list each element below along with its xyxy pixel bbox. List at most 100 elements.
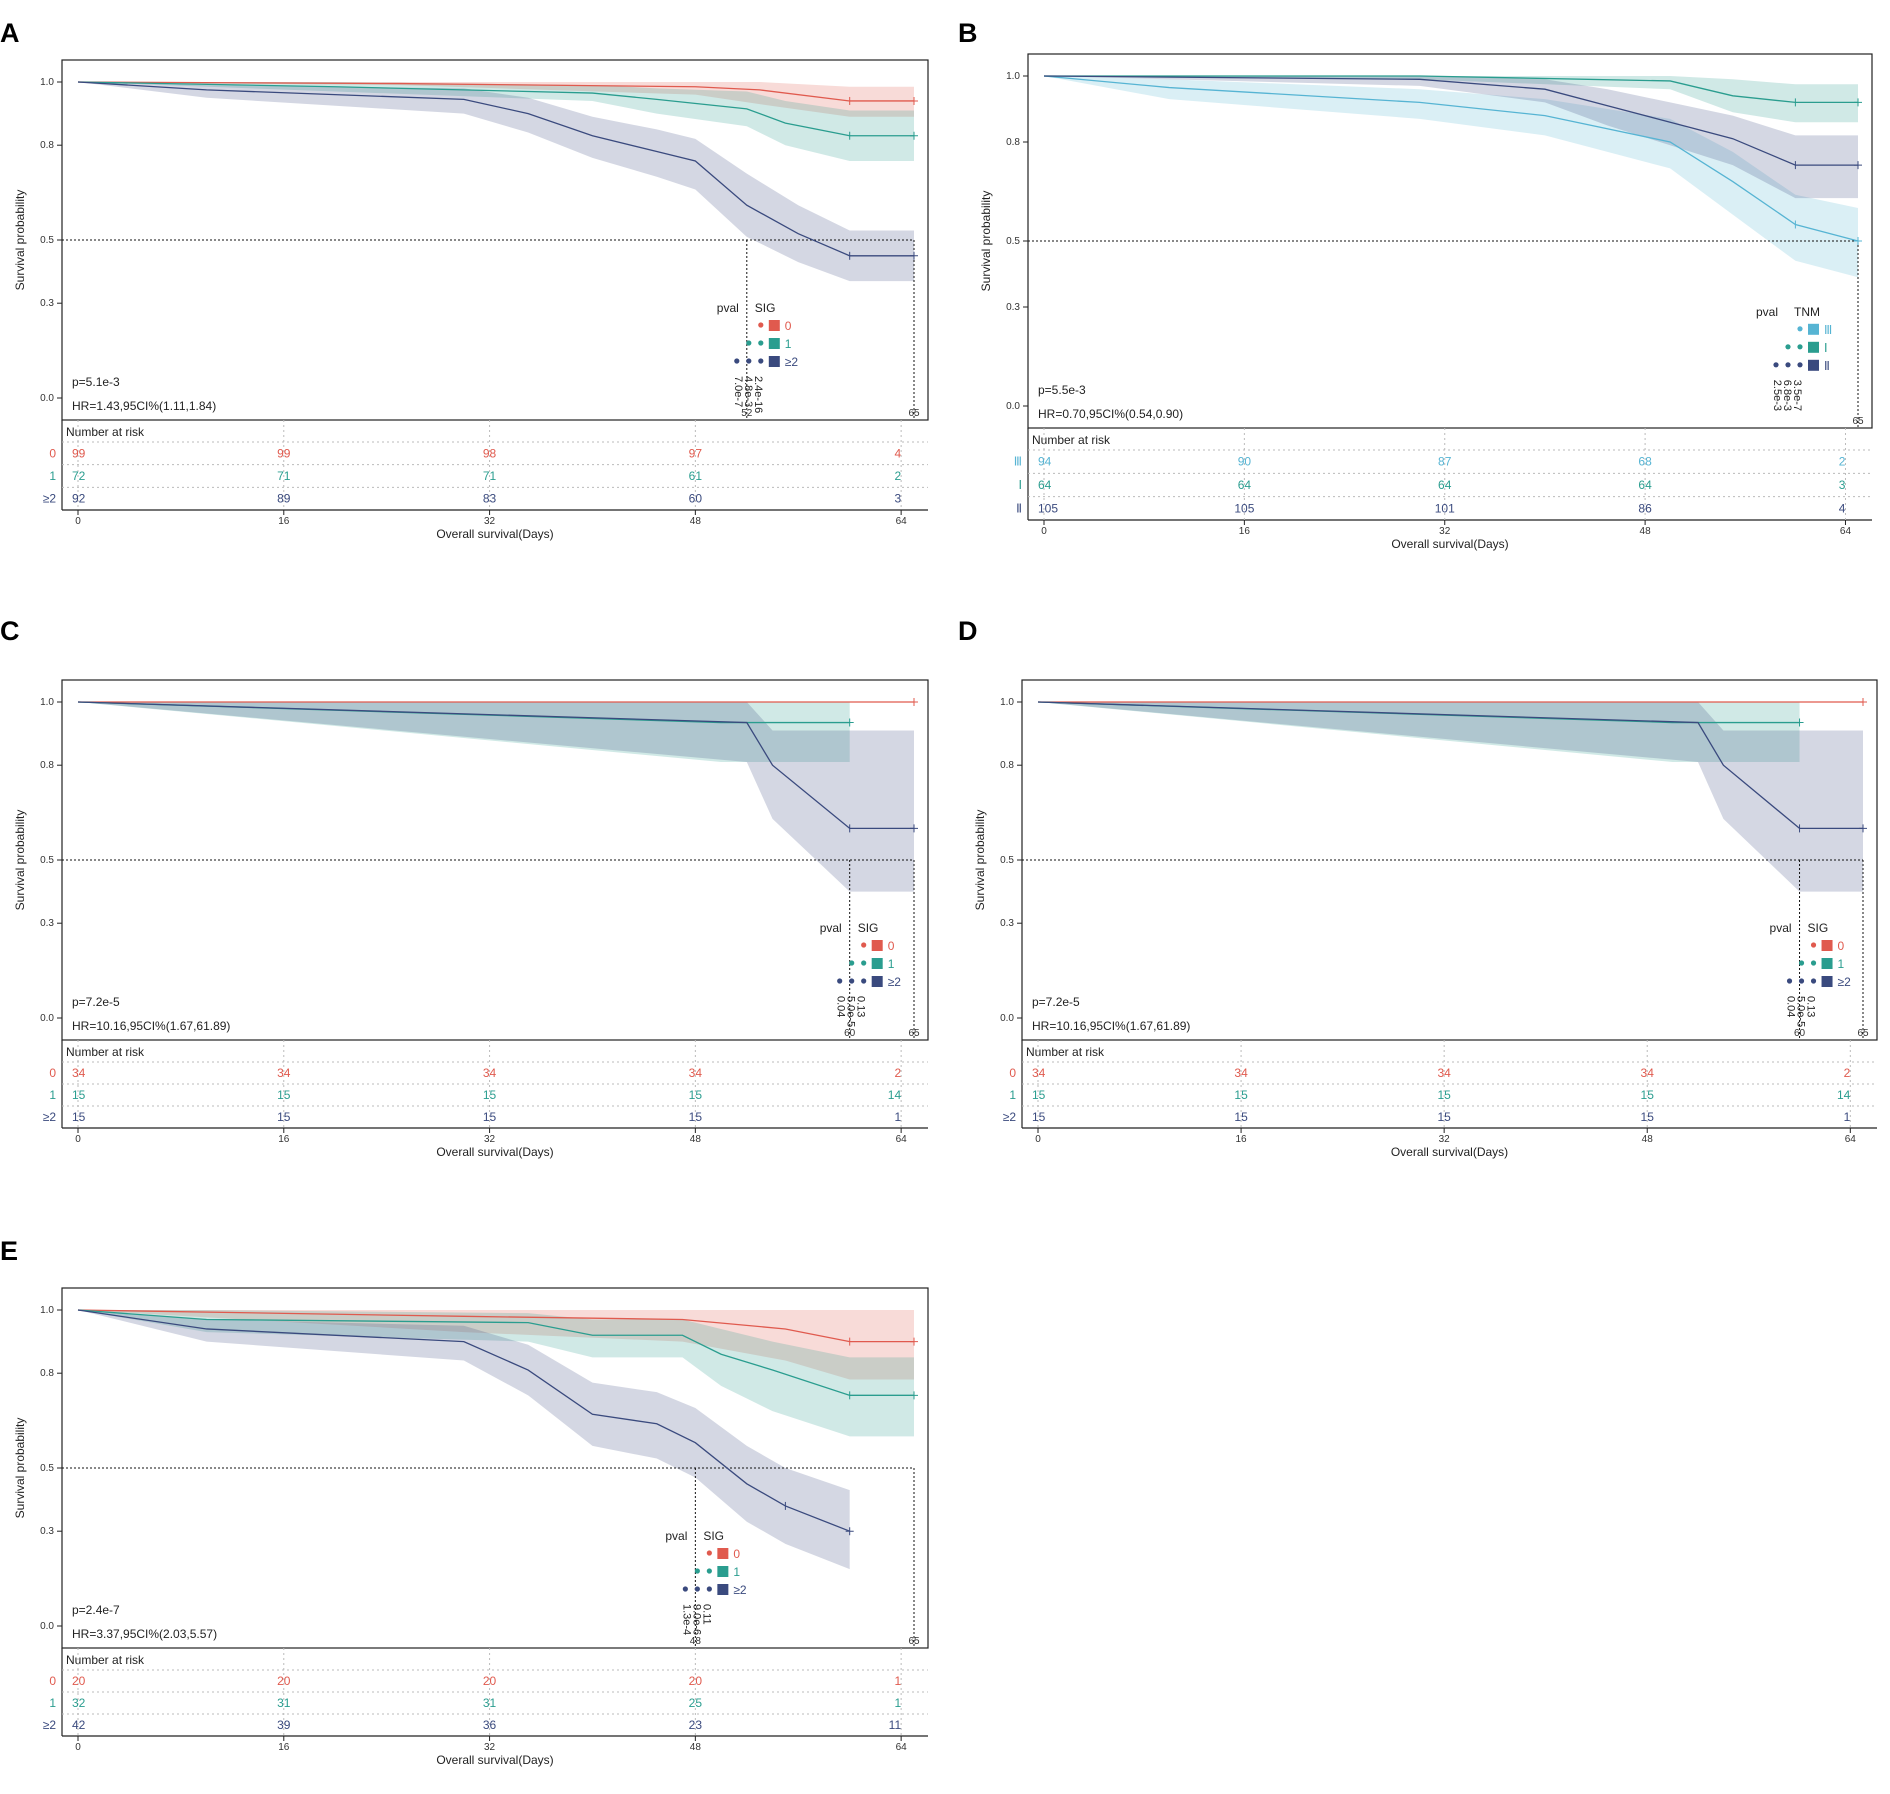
risk-value: 1 (894, 1110, 901, 1124)
pval-dot (706, 1568, 712, 1574)
risk-table: Number at risk 0 99 99 98 97 4 1 72 71 71 61 2 ≥2 92 89… (43, 420, 928, 527)
risk-value: 2 (1844, 1066, 1851, 1080)
risk-value: 34 (1641, 1066, 1655, 1080)
pval-dot (1798, 960, 1805, 966)
risk-value: 15 (689, 1088, 703, 1102)
y-tick-label: 1.0 (40, 697, 54, 708)
censor-mark (910, 251, 918, 260)
risk-value: 15 (1641, 1088, 1655, 1102)
y-tick-label: 0.8 (40, 760, 54, 771)
legend-label: 1 (1838, 957, 1845, 971)
risk-value: 89 (277, 492, 291, 506)
risk-value: 15 (689, 1110, 703, 1124)
survival-curve-0 (77, 81, 914, 102)
legend-label: 0 (785, 319, 792, 333)
x-tick-label: 0 (75, 516, 81, 527)
risk-value: 61 (689, 469, 703, 483)
risk-value: 2 (894, 1066, 901, 1080)
risk-value: 34 (1032, 1066, 1046, 1080)
risk-value: 23 (689, 1718, 703, 1732)
pval-dot (1810, 978, 1817, 984)
ci-band-≥2 (78, 702, 914, 892)
legend-swatch (871, 940, 883, 951)
pval-dot (861, 960, 867, 966)
risk-value: 14 (1837, 1088, 1851, 1102)
legend-swatch (717, 1584, 729, 1595)
legend-label: ≥2 (1838, 975, 1852, 989)
risk-value: 64 (1638, 478, 1652, 492)
legend-swatch (871, 976, 883, 987)
ci-band-Ⅱ (1044, 76, 1858, 199)
censor-mark (1859, 698, 1867, 706)
x-axis-label: Overall survival(Days) (436, 1145, 553, 1159)
censor-mark (910, 698, 918, 706)
risk-value: 32 (72, 1696, 86, 1710)
pval-dot (1798, 978, 1805, 984)
panel-E: E 1.0 0.8 0.5 0.3 0.0 Survival probability 48 65… (0, 1236, 929, 1767)
pval-dot (694, 1586, 700, 1592)
risk-row-label: 0 (49, 446, 56, 460)
p-value-text: p=7.2e-5 (72, 995, 120, 1009)
pairwise-pval: 4.8e-3 (742, 376, 754, 407)
y-tick-label: 0.5 (40, 855, 54, 866)
pairwise-pval: 3.5e-7 (1791, 380, 1803, 411)
pairwise-pval: 2.4e-16 (752, 376, 764, 413)
risk-value: 15 (1032, 1088, 1046, 1102)
risk-value: 15 (277, 1110, 291, 1124)
risk-value: 99 (277, 446, 291, 460)
risk-value: 105 (1038, 501, 1058, 515)
legend-swatch (1821, 958, 1833, 969)
x-tick-label: 48 (690, 1134, 702, 1145)
pairwise-pval: 0.04 (835, 996, 847, 1017)
x-axis-label: Overall survival(Days) (436, 1753, 553, 1767)
risk-value: 15 (277, 1088, 291, 1102)
risk-value: 34 (277, 1066, 291, 1080)
legend-swatch (717, 1548, 729, 1559)
risk-value: 3 (894, 492, 901, 506)
y-tick-label: 0.3 (40, 918, 54, 929)
y-axis-label: Survival probability (13, 810, 27, 911)
pairwise-pval: 0.11 (700, 1604, 712, 1625)
censor-mark (910, 1337, 918, 1346)
censor-mark (910, 96, 918, 105)
censor-mark (1859, 824, 1867, 833)
x-tick-label: 16 (278, 1134, 290, 1145)
y-tick-label: 0.3 (40, 1526, 54, 1537)
survival-curve-0 (77, 1309, 914, 1343)
risk-value: 72 (72, 469, 86, 483)
pval-dot (746, 358, 752, 364)
legend-title: SIG (1808, 921, 1829, 935)
risk-row-label: ≥2 (43, 492, 57, 506)
y-axis-label: Survival probability (979, 191, 993, 292)
hazard-ratio-text: HR=3.37,95CI%(2.03,5.57) (72, 1627, 217, 1641)
panel-C: C 1.0 0.8 0.5 0.3 0.0 Survival probability 60 65… (0, 616, 929, 1159)
pairwise-pval: 0.13 (855, 996, 867, 1017)
ci-band-0 (78, 82, 914, 117)
pval-dot (758, 358, 764, 364)
risk-value: 71 (277, 469, 291, 483)
risk-value: 1 (894, 1696, 901, 1710)
panel-label: D (958, 616, 978, 646)
y-tick-label: 0.0 (1006, 401, 1020, 412)
censor-mark (845, 1527, 854, 1536)
risk-value: 25 (689, 1696, 703, 1710)
ci-band-0 (78, 1310, 914, 1380)
y-tick-label: 1.0 (1006, 71, 1020, 82)
risk-value: 34 (1437, 1066, 1451, 1080)
risk-value: 90 (1238, 455, 1252, 469)
pval-dot (734, 358, 740, 364)
censor-mark (1854, 161, 1862, 170)
p-value-text: p=5.5e-3 (1038, 383, 1086, 397)
risk-value: 87 (1438, 455, 1452, 469)
pval-title: pval (1770, 921, 1792, 935)
y-tick-label: 0.0 (1000, 1013, 1014, 1024)
p-value-text: p=5.1e-3 (72, 375, 120, 389)
legend-label: 1 (733, 1565, 740, 1579)
panel-D: D 1.0 0.8 0.5 0.3 0.0 Survival probability 60 65… (958, 616, 1878, 1159)
y-tick-label: 0.5 (1006, 236, 1020, 247)
legend-title: SIG (755, 301, 776, 315)
risk-value: 2 (1839, 455, 1846, 469)
censor-mark (845, 718, 854, 727)
y-tick-label: 0.3 (40, 298, 54, 309)
p-value-text: p=7.2e-5 (1032, 995, 1080, 1009)
